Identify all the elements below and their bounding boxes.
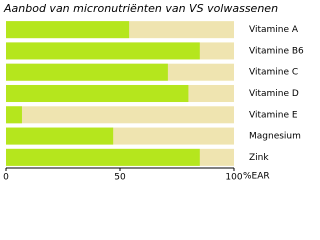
bar bbox=[6, 63, 168, 81]
bar bbox=[6, 127, 114, 145]
category-label: Vitamine B6 bbox=[249, 46, 304, 56]
category-label: Zink bbox=[249, 153, 269, 163]
bar bbox=[6, 106, 22, 124]
chart-title: Aanbod van micronutriënten van VS volwas… bbox=[3, 2, 278, 15]
bar bbox=[6, 21, 130, 39]
chart: Aanbod van micronutriënten van VS volwas… bbox=[3, 2, 304, 181]
x-tick-label: 100 bbox=[225, 173, 242, 181]
x-axis-label: %EAR bbox=[243, 172, 270, 181]
bar-track bbox=[6, 106, 234, 124]
bar bbox=[6, 84, 189, 103]
category-label: Vitamine D bbox=[249, 89, 299, 99]
x-tick-label: 50 bbox=[114, 173, 126, 181]
category-label: Vitamine A bbox=[249, 25, 299, 35]
bar bbox=[6, 148, 200, 166]
bar bbox=[6, 42, 200, 60]
category-label: Vitamine E bbox=[249, 110, 298, 120]
category-label: Vitamine C bbox=[249, 68, 298, 78]
category-label: Magnesium bbox=[249, 132, 301, 142]
x-tick-label: 0 bbox=[3, 173, 9, 181]
